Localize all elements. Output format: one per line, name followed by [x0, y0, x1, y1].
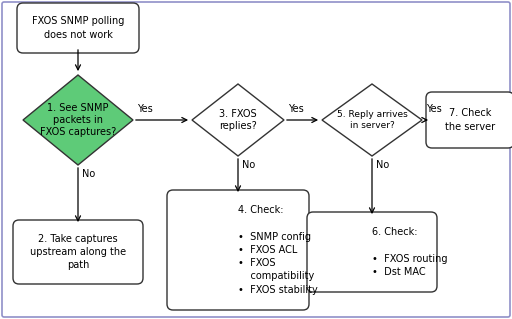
FancyBboxPatch shape [13, 220, 143, 284]
Text: 6. Check:

•  FXOS routing
•  Dst MAC: 6. Check: • FXOS routing • Dst MAC [372, 227, 447, 277]
Text: No: No [82, 169, 95, 179]
Text: 4. Check:

•  SNMP config
•  FXOS ACL
•  FXOS
    compatibility
•  FXOS stabilit: 4. Check: • SNMP config • FXOS ACL • FXO… [238, 205, 318, 295]
Text: No: No [376, 160, 389, 170]
FancyBboxPatch shape [17, 3, 139, 53]
Text: 2. Take captures
upstream along the
path: 2. Take captures upstream along the path [30, 234, 126, 270]
Text: Yes: Yes [288, 104, 304, 114]
Text: Yes: Yes [426, 104, 442, 114]
Text: 7. Check
the server: 7. Check the server [445, 108, 495, 132]
Polygon shape [322, 84, 422, 156]
Text: 5. Reply arrives
in server?: 5. Reply arrives in server? [336, 110, 408, 130]
FancyBboxPatch shape [2, 2, 510, 317]
FancyBboxPatch shape [307, 212, 437, 292]
Text: 3. FXOS
replies?: 3. FXOS replies? [219, 109, 257, 131]
Polygon shape [23, 75, 133, 165]
Text: No: No [242, 160, 255, 170]
Polygon shape [192, 84, 284, 156]
Text: FXOS SNMP polling
does not work: FXOS SNMP polling does not work [32, 16, 124, 40]
Text: 1. See SNMP
packets in
FXOS captures?: 1. See SNMP packets in FXOS captures? [40, 103, 116, 137]
FancyBboxPatch shape [426, 92, 512, 148]
Text: Yes: Yes [137, 104, 153, 114]
FancyBboxPatch shape [167, 190, 309, 310]
